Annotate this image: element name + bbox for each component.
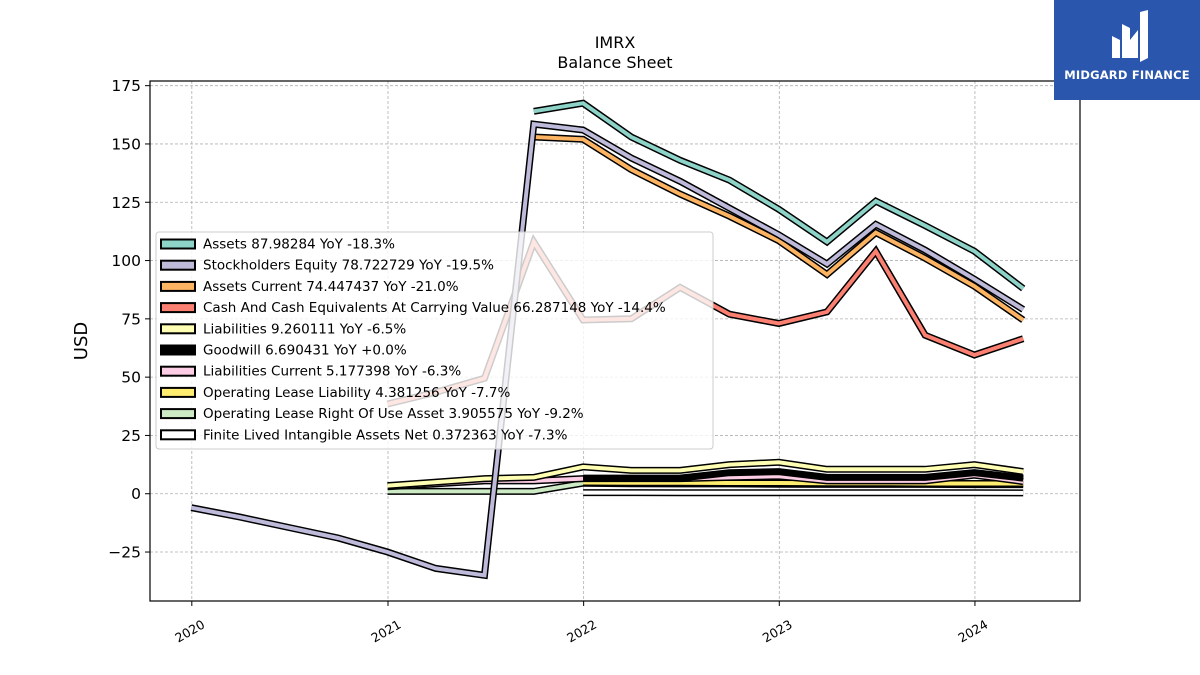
- y-tick-label: 175: [111, 77, 141, 95]
- legend-swatch: [160, 408, 196, 420]
- legend-box: [155, 231, 714, 450]
- x-tick-label: 2020: [172, 617, 207, 646]
- legend-swatch: [160, 259, 196, 271]
- y-tick-label: 50: [121, 369, 141, 387]
- x-tick-label: 2023: [760, 617, 795, 646]
- y-tick-label: 75: [121, 310, 141, 328]
- legend-label: Assets Current 74.447437 YoY -21.0%: [203, 279, 459, 295]
- legend-swatch: [160, 302, 196, 314]
- chart-subtitle: Balance Sheet: [557, 53, 672, 72]
- legend-label: Stockholders Equity 78.722729 YoY -19.5%: [203, 258, 494, 274]
- series-line: [533, 101, 1025, 291]
- legend-label: Operating Lease Liability 4.381256 YoY -…: [203, 385, 511, 401]
- legend-label: Goodwill 6.690431 YoY +0.0%: [203, 343, 407, 359]
- brand-name: MIDGARD FINANCE: [1064, 68, 1190, 82]
- y-tick-label: −25: [108, 544, 141, 562]
- x-tick-label: 2022: [564, 617, 599, 646]
- legend-swatch: [160, 323, 196, 335]
- legend-swatch: [160, 238, 196, 250]
- legend-label: Cash And Cash Equivalents At Carrying Va…: [203, 300, 666, 316]
- series-line: [583, 480, 1024, 486]
- legend-label: Assets 87.98284 YoY -18.3%: [203, 237, 395, 253]
- legend-label: Liabilities Current 5.177398 YoY -6.3%: [203, 364, 461, 380]
- x-tick-label: 2024: [955, 617, 990, 646]
- y-tick-label: 25: [121, 427, 141, 445]
- legend-swatch: [160, 429, 196, 441]
- chart-title: IMRX: [595, 33, 636, 52]
- legend: Assets 87.98284 YoY -18.3% Stockholders E…: [155, 231, 714, 450]
- legend-label: Operating Lease Right Of Use Asset 3.905…: [203, 406, 584, 422]
- brand-logo: MIDGARD FINANCE: [1054, 0, 1200, 100]
- legend-swatch: [160, 344, 196, 356]
- series-line: [190, 121, 1025, 578]
- midgard-logo-icon: [1112, 10, 1148, 62]
- y-tick-label: 150: [111, 135, 141, 153]
- legend-swatch: [160, 365, 196, 377]
- legend-label: Finite Lived Intangible Assets Net 0.372…: [203, 427, 568, 443]
- y-tick-label: 0: [131, 485, 141, 503]
- series-line: [387, 460, 1024, 488]
- plot-frame: [149, 80, 1081, 602]
- series-line: [533, 135, 1025, 322]
- y-tick-label: 100: [111, 252, 141, 270]
- y-axis-label: USD: [71, 322, 92, 360]
- y-tick-label: 125: [111, 194, 141, 212]
- legend-label: Liabilities 9.260111 YoY -6.5%: [203, 321, 406, 337]
- x-tick-label: 2021: [368, 617, 403, 646]
- legend-swatch: [160, 386, 196, 398]
- series-line: [583, 469, 1024, 481]
- legend-swatch: [160, 280, 196, 292]
